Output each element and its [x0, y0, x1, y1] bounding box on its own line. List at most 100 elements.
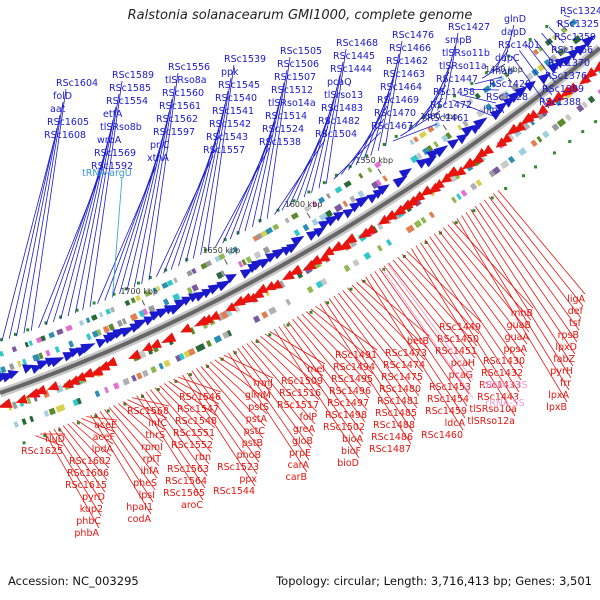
reverse-gene-arrow	[307, 254, 323, 267]
reverse-gene-arrow	[318, 252, 331, 262]
reverse-gene-label: RSc1544	[213, 486, 255, 497]
feature-block	[141, 369, 149, 378]
gc-mark	[322, 181, 326, 185]
feature-block	[320, 278, 328, 286]
feature-block	[45, 349, 51, 357]
forward-gene-arrow	[80, 343, 96, 354]
reverse-gene-leader	[497, 190, 586, 295]
reverse-gene-label: rrmJ	[253, 378, 273, 389]
gc-mark	[94, 414, 98, 418]
reverse-gene-leader	[433, 233, 526, 357]
feature-block	[334, 203, 343, 213]
reverse-gene-label: RSc1568	[127, 406, 169, 417]
feature-block	[113, 382, 120, 390]
trna-label: tRNA-argU	[82, 168, 132, 179]
reverse-gene-label: bioA	[342, 434, 363, 445]
feature-block	[343, 180, 352, 188]
forward-gene-arrow	[377, 184, 390, 195]
gc-mark	[112, 292, 116, 296]
reverse-gene-label: pstB	[242, 438, 263, 449]
feature-block	[325, 193, 331, 199]
reverse-gene-label: RSc1433	[479, 380, 521, 391]
feature-block	[278, 280, 286, 289]
forward-gene-label: RSc1524	[262, 124, 304, 135]
feature-block	[456, 193, 462, 200]
reverse-gene-label: RSc1481	[377, 396, 419, 407]
kbp-label: 1700 kbp	[120, 287, 158, 296]
reverse-gene-arrow	[560, 85, 574, 98]
reverse-gene-leader	[118, 403, 164, 443]
feature-block	[48, 407, 56, 416]
reverse-gene-leader	[241, 345, 314, 437]
reverse-gene-arrow	[579, 73, 592, 85]
gc-mark	[484, 71, 488, 75]
gc-mark	[454, 221, 458, 225]
reverse-gene-label: phbA	[74, 528, 99, 539]
feature-block	[233, 304, 241, 313]
reverse-gene-leader	[163, 383, 216, 429]
forward-gene-label: RSc1504	[315, 129, 357, 140]
gc-mark	[348, 165, 352, 169]
reverse-gene-label: RSc1565	[163, 488, 205, 499]
forward-gene-label: pcaQ	[327, 77, 352, 88]
forward-gene-arrow	[433, 145, 449, 158]
feature-block	[551, 34, 558, 41]
forward-gene-arrow	[95, 338, 107, 349]
forward-gene-label: tlSRso11a	[439, 61, 487, 72]
forward-gene-leader	[45, 158, 105, 326]
reverse-gene-label: pstA	[246, 414, 268, 425]
reverse-gene-leader	[186, 372, 258, 475]
reverse-gene-arrow	[444, 166, 460, 179]
feature-block	[24, 341, 29, 348]
forward-gene-label: prlC	[150, 140, 170, 151]
reverse-gene-label: mel	[307, 364, 325, 375]
reverse-gene-arrow	[500, 133, 513, 144]
feature-block	[349, 195, 357, 203]
forward-gene-label: RSc1608	[44, 130, 86, 141]
feature-block	[252, 315, 261, 324]
feature-block	[376, 222, 384, 231]
feature-block	[173, 277, 178, 284]
forward-gene-leader	[459, 94, 497, 104]
gc-mark	[286, 323, 290, 327]
gc-mark	[164, 268, 168, 272]
feature-block	[518, 147, 527, 156]
reverse-gene-arrow	[15, 394, 28, 404]
feature-block	[109, 306, 116, 313]
forward-gene-label: RSc1325	[557, 19, 599, 30]
feature-block	[497, 92, 508, 102]
feature-block	[581, 101, 588, 109]
forward-gene-leader	[141, 85, 176, 284]
reverse-gene-leader	[470, 209, 574, 367]
forward-gene-leader	[511, 55, 550, 109]
reverse-gene-leader	[44, 432, 100, 529]
gc-mark	[568, 139, 572, 143]
reverse-gene-label: RSc1432	[481, 368, 523, 379]
feature-block	[232, 246, 239, 253]
reverse-gene-label: phbC	[76, 516, 101, 527]
forward-gene-arrow	[225, 274, 237, 284]
reverse-gene-leader	[214, 359, 270, 403]
forward-gene-label: RSc1557	[203, 145, 245, 156]
forward-gene-leader	[23, 101, 64, 334]
reverse-gene-leader	[401, 253, 480, 335]
feature-block	[497, 75, 505, 83]
forward-gene-arrow	[355, 195, 371, 208]
reverse-gene-label: tlSRso10a	[469, 404, 517, 415]
feature-block	[382, 175, 388, 182]
gc-mark	[382, 267, 386, 271]
reverse-gene-leader	[251, 340, 318, 413]
forward-gene-leader	[467, 88, 500, 91]
feature-block	[186, 270, 193, 277]
reverse-gene-label: RSc1488	[373, 420, 415, 431]
kbp-label: 1600 kbp	[285, 200, 323, 209]
forward-gene-label: RSc1464	[380, 82, 422, 93]
reverse-gene-label: RSc1451	[435, 346, 477, 357]
reverse-gene-leader	[447, 224, 532, 321]
forward-gene-leader	[437, 45, 456, 111]
feature-block	[560, 26, 568, 34]
forward-gene-leader	[452, 99, 494, 117]
reverse-gene-leader	[310, 308, 376, 363]
feature-block	[572, 35, 582, 45]
forward-gene-label: RSc1388	[539, 97, 581, 108]
